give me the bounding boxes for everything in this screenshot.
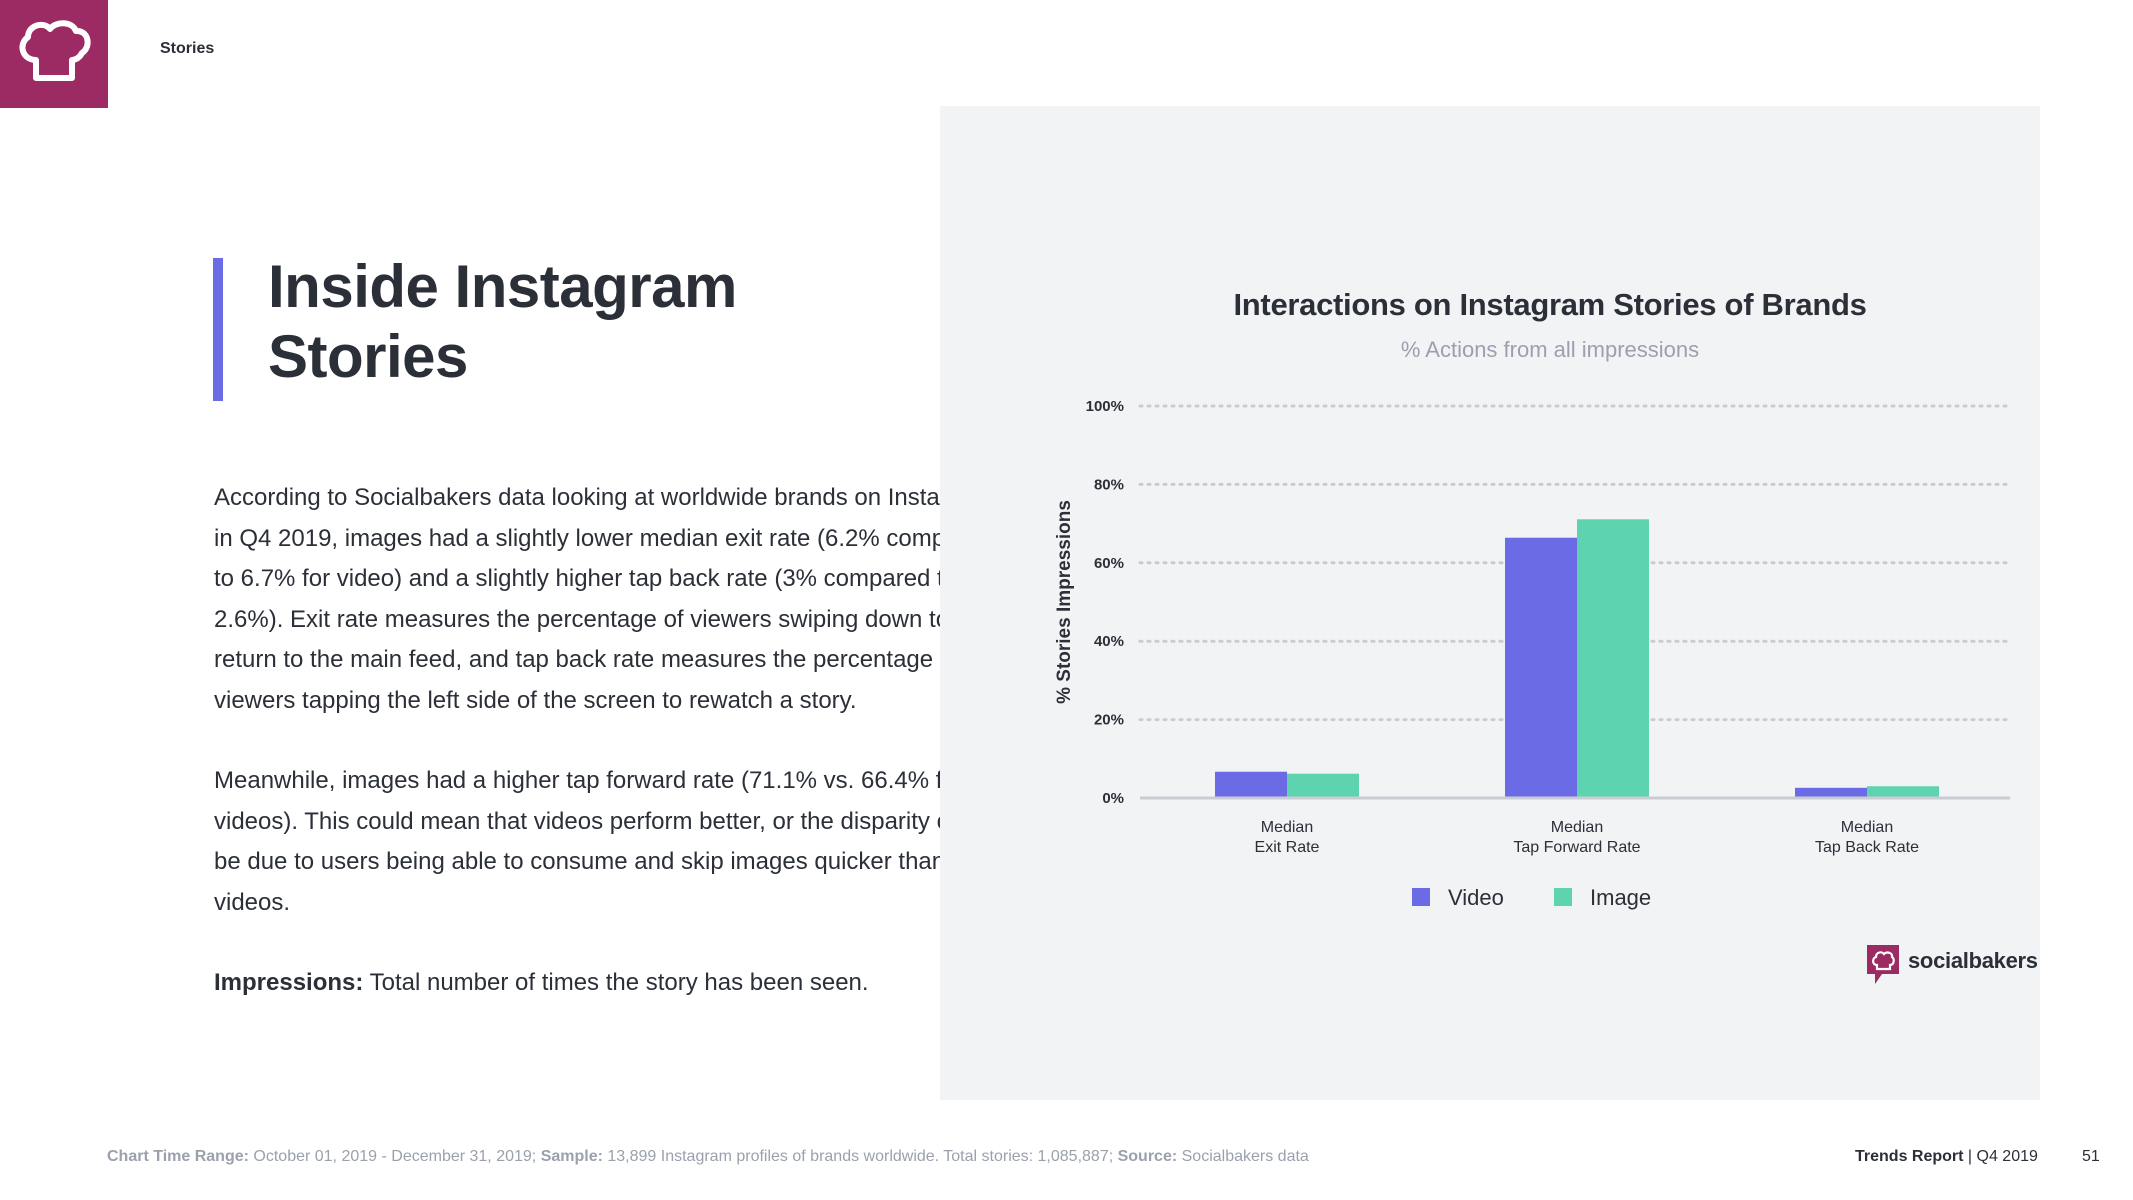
impressions-label: Impressions: [214, 969, 364, 996]
paragraph-1: According to Socialbakers data looking a… [214, 484, 995, 714]
bar-chart: 0% 20% 40% 60% 80% 100% % Stories Impressions M… [1054, 398, 2012, 910]
footer-report: Trends Report | Q4 2019 [1855, 1148, 2038, 1166]
x-tick-label-line: Median [1841, 819, 1893, 836]
impressions-text: Total number of times the story has been… [363, 969, 869, 996]
y-tick-label: 80% [1094, 476, 1124, 493]
footer-range-label: Chart Time Range: [107, 1148, 249, 1165]
footer-source-text: Socialbakers data [1177, 1148, 1309, 1165]
x-tick-label: Median Tap Forward Rate [1513, 819, 1640, 856]
page-title-line2: Stories [268, 323, 468, 390]
title-accent-bar [213, 258, 223, 401]
footer-sample-text: 13,899 Instagram profiles of brands worl… [602, 1148, 1118, 1165]
body-text: According to Socialbakers data looking a… [214, 478, 1014, 1044]
chart-panel [940, 106, 2040, 1100]
bar-video [1215, 771, 1287, 797]
x-tick-label: Median Tap Back Rate [1815, 819, 1919, 856]
chef-hat-icon [19, 20, 91, 81]
y-tick-label: 100% [1086, 398, 1124, 415]
x-tick-label-line: Exit Rate [1255, 839, 1320, 856]
legend-label-image: Image [1590, 885, 1651, 910]
brand-name: socialbakers [1908, 948, 2038, 973]
footer-report-rest: | Q4 2019 [1963, 1148, 2038, 1165]
bar-video [1505, 537, 1577, 797]
y-tick-label: 20% [1094, 712, 1124, 729]
bar-image [1287, 773, 1359, 797]
page-title: Inside Instagram Stories [268, 252, 828, 392]
x-tick-label: Median Exit Rate [1255, 819, 1320, 856]
legend-swatch-video [1412, 888, 1430, 906]
footer-report-bold: Trends Report [1855, 1148, 1964, 1165]
impressions-definition: Impressions: Total number of times the s… [214, 963, 1014, 1004]
section-label: Stories [160, 40, 215, 57]
bar-image [1577, 519, 1649, 797]
footer-source-label: Source: [1117, 1148, 1178, 1165]
chef-hat-logo [0, 0, 108, 108]
x-tick-label-line: Median [1551, 819, 1603, 836]
x-tick-label-line: Tap Back Rate [1815, 839, 1919, 856]
y-tick-label: 60% [1094, 555, 1124, 572]
y-axis-label: % Stories Impressions [1054, 500, 1075, 704]
legend-swatch-image [1554, 888, 1572, 906]
bar-image [1867, 786, 1939, 797]
chart-subtitle: % Actions from all impressions [1400, 337, 1700, 362]
y-tick-label: 40% [1094, 633, 1124, 650]
x-tick-label-line: Tap Forward Rate [1513, 839, 1640, 856]
paragraph-2: Meanwhile, images had a higher tap forwa… [214, 767, 994, 916]
page-title-line1: Inside Instagram [268, 253, 737, 320]
footer-range-text: October 01, 2019 - December 31, 2019; [248, 1148, 541, 1165]
chart-title: Interactions on Instagram Stories of Bra… [1233, 287, 1867, 322]
bar-video [1795, 787, 1867, 797]
x-tick-label-line: Median [1261, 819, 1313, 836]
footer-sample-label: Sample: [540, 1148, 603, 1165]
socialbakers-logo-icon [1867, 945, 1899, 984]
footer-note: Chart Time Range: October 01, 2019 - Dec… [107, 1148, 1309, 1166]
page-number: 51 [2082, 1148, 2100, 1165]
legend-label-video: Video [1448, 885, 1504, 910]
y-tick-label: 0% [1102, 790, 1124, 807]
